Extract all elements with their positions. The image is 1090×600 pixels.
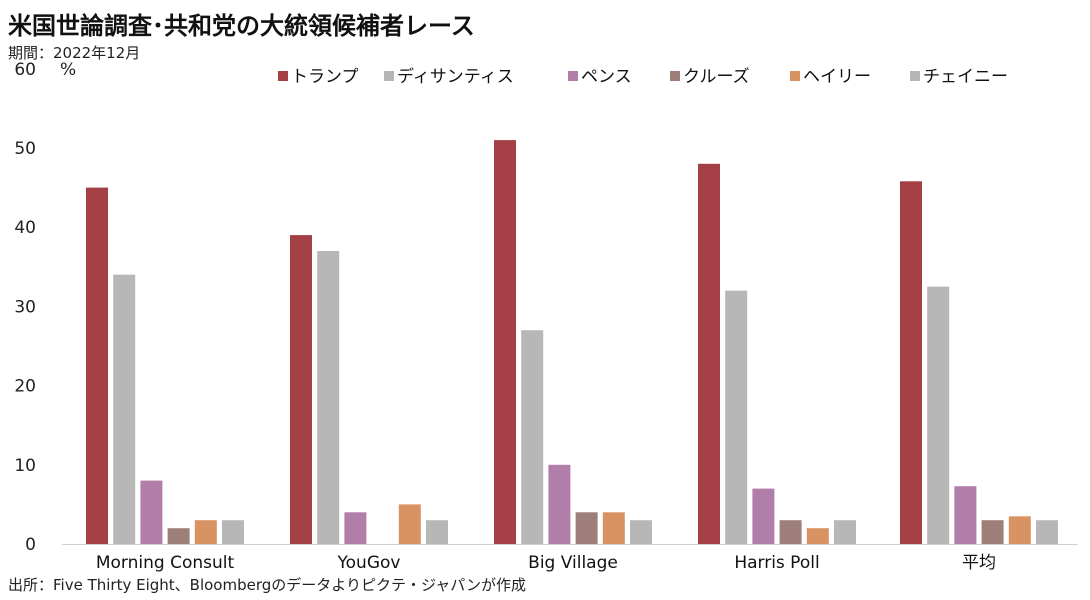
legend-label-2: ディサンティス bbox=[397, 66, 514, 87]
chart-title: 米国世論調査･共和党の大統領候補者レース bbox=[8, 12, 475, 40]
y-tick-label-0: 0 bbox=[25, 535, 36, 555]
bar-4-1 bbox=[167, 528, 190, 544]
bar-5-1 bbox=[194, 520, 217, 544]
y-tick-label-20: 20 bbox=[14, 377, 36, 397]
bar-6-4 bbox=[834, 520, 856, 544]
legend-label-1: トランプ bbox=[291, 67, 359, 87]
bar-2-3 bbox=[521, 330, 544, 544]
bar-4-4 bbox=[779, 520, 802, 544]
legend-swatch-3 bbox=[568, 71, 578, 81]
bar-1-1 bbox=[86, 187, 108, 544]
y-tick-label-30: 30 bbox=[14, 297, 36, 317]
bar-4-5 bbox=[981, 520, 1004, 544]
source-note: 出所：Five Thirty Eight、Bloombergのデータよりピクテ・… bbox=[8, 576, 526, 594]
legend-label-6: チェイニー bbox=[923, 67, 1008, 87]
x-category-label-1: Morning Consult bbox=[96, 553, 235, 573]
legend-swatch-2 bbox=[384, 71, 394, 81]
y-tick-label-60: 60 bbox=[14, 60, 36, 80]
legend-swatch-6 bbox=[910, 71, 920, 81]
bar-1-5 bbox=[900, 181, 922, 545]
bar-6-5 bbox=[1036, 520, 1058, 544]
x-category-label-4: Harris Poll bbox=[734, 553, 819, 573]
x-category-label-3: Big Village bbox=[528, 553, 618, 573]
bar-1-2 bbox=[290, 235, 312, 544]
legend-swatch-1 bbox=[278, 71, 288, 81]
bar-5-4 bbox=[806, 528, 829, 544]
bar-3-1 bbox=[140, 480, 163, 544]
bar-2-4 bbox=[725, 290, 748, 544]
bar-3-2 bbox=[344, 512, 367, 544]
y-unit-label: % bbox=[60, 60, 76, 80]
legend-swatch-4 bbox=[670, 71, 680, 81]
bar-5-5 bbox=[1008, 516, 1031, 544]
bar-1-3 bbox=[494, 140, 516, 544]
bar-6-2 bbox=[426, 520, 448, 544]
bar-6-1 bbox=[222, 520, 244, 544]
bar-1-4 bbox=[698, 163, 720, 545]
legend-label-4: クルーズ bbox=[683, 67, 750, 87]
bar-2-1 bbox=[113, 274, 136, 544]
bar-4-3 bbox=[575, 512, 598, 544]
bar-2-2 bbox=[317, 251, 340, 544]
x-category-label-2: YouGov bbox=[337, 553, 401, 573]
bar-5-2 bbox=[398, 504, 421, 544]
y-tick-label-50: 50 bbox=[14, 139, 36, 159]
bar-3-3 bbox=[548, 464, 571, 544]
legend-swatch-5 bbox=[790, 71, 800, 81]
bar-2-5 bbox=[927, 286, 950, 544]
bar-6-3 bbox=[630, 520, 652, 544]
legend-label-3: ペンス bbox=[581, 67, 632, 87]
bar-3-4 bbox=[752, 488, 775, 544]
bar-3-5 bbox=[954, 486, 977, 544]
x-category-label-5: 平均 bbox=[962, 553, 996, 573]
bar-5-3 bbox=[602, 512, 625, 544]
y-tick-label-10: 10 bbox=[14, 456, 36, 476]
y-tick-label-40: 40 bbox=[14, 218, 36, 238]
legend-label-5: ヘイリー bbox=[803, 67, 871, 87]
chart-subtitle: 期間：2022年12月 bbox=[8, 44, 141, 62]
